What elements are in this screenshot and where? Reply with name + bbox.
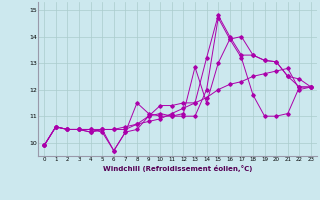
- X-axis label: Windchill (Refroidissement éolien,°C): Windchill (Refroidissement éolien,°C): [103, 165, 252, 172]
